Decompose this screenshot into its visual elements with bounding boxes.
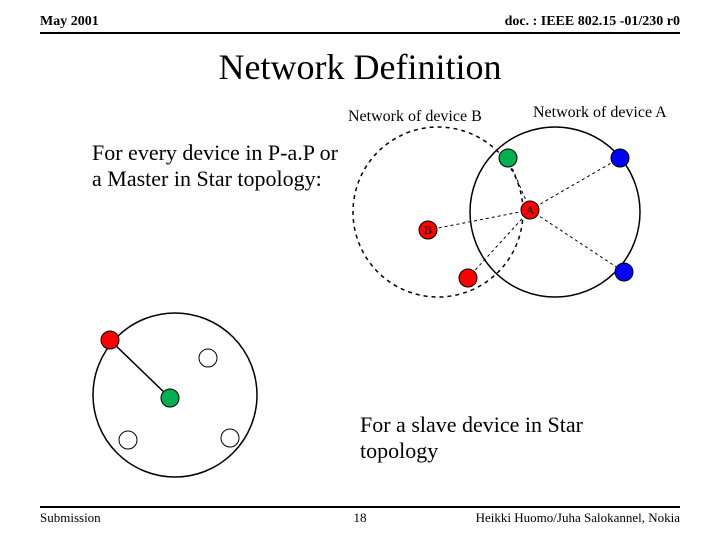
footer-right: Heikki Huomo/Juha Salokannel, Nokia xyxy=(476,510,680,526)
paragraph-slave: For a slave device in Star topology xyxy=(360,412,660,465)
svg-text:B: B xyxy=(424,223,432,237)
footer-left: Submission xyxy=(40,510,101,526)
slide-footer: Submission 18 Heikki Huomo/Juha Salokann… xyxy=(40,506,680,526)
svg-text:A: A xyxy=(526,203,535,217)
footer-page: 18 xyxy=(354,510,367,526)
